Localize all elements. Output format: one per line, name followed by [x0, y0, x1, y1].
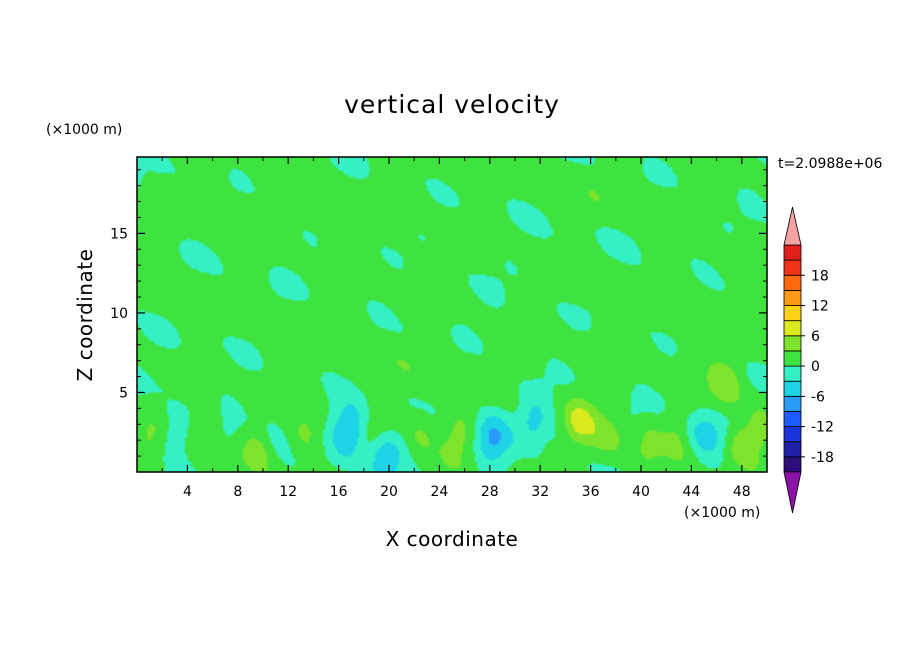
colorbar-label: -6 — [811, 389, 825, 405]
colorbar-swatch — [783, 244, 802, 261]
colorbar-swatch — [783, 350, 802, 367]
colorbar-under-arrow — [783, 471, 802, 514]
y-tick-label: 15 — [110, 226, 128, 242]
colorbar-over-arrow — [783, 206, 802, 246]
colorbar-swatch — [783, 426, 802, 443]
y-unit-label: (×1000 m) — [46, 122, 122, 138]
x-axis-title: X coordinate — [386, 527, 519, 551]
plot-area — [136, 156, 768, 473]
x-tick-label: 36 — [582, 484, 600, 500]
x-tick-label: 8 — [233, 484, 242, 500]
colorbar-label: 12 — [811, 299, 829, 315]
x-tick-label: 28 — [481, 484, 499, 500]
x-tick-label: 32 — [531, 484, 549, 500]
velocity-field — [137, 157, 767, 472]
colorbar-swatch — [783, 380, 802, 397]
y-axis-ticks: 5 10 15 — [110, 169, 767, 457]
x-tick-label: 4 — [183, 484, 192, 500]
colorbar-swatch — [783, 441, 802, 458]
chart-title: vertical velocity — [344, 90, 560, 119]
colorbar-swatch — [783, 365, 802, 382]
time-label: t=2.0988e+06 — [778, 156, 882, 172]
colorbar-swatch — [783, 320, 802, 337]
x-tick-label: 16 — [330, 484, 348, 500]
y-tick-label: 10 — [110, 306, 128, 322]
x-unit-label: (×1000 m) — [684, 505, 760, 521]
x-tick-label: 24 — [430, 484, 448, 500]
y-tick-label: 5 — [119, 385, 128, 401]
plot-frame — [136, 156, 768, 473]
x-tick-label: 12 — [279, 484, 297, 500]
colorbar-label: 6 — [811, 329, 820, 345]
colorbar-swatch — [783, 305, 802, 322]
colorbar-label: -18 — [811, 450, 834, 466]
x-axis-ticks: 4 8 12 16 20 24 28 32 36 40 44 48 — [161, 157, 751, 500]
colorbar-swatch — [783, 395, 802, 412]
colorbar-label: 0 — [811, 359, 820, 375]
colorbar-swatch — [783, 456, 802, 473]
x-tick-label: 48 — [733, 484, 751, 500]
colorbar: -18 -12 -6 0 6 12 18 — [783, 206, 834, 514]
x-tick-label: 44 — [682, 484, 700, 500]
colorbar-swatch — [783, 411, 802, 428]
x-tick-label: 40 — [632, 484, 650, 500]
colorbar-swatch — [783, 274, 802, 291]
colorbar-swatch — [783, 289, 802, 306]
colorbar-label: -12 — [811, 420, 834, 436]
x-tick-label: 20 — [380, 484, 398, 500]
y-axis-title: Z coordinate — [73, 249, 97, 382]
colorbar-swatch — [783, 335, 802, 352]
colorbar-swatch — [783, 259, 802, 276]
colorbar-label: 18 — [811, 268, 829, 284]
